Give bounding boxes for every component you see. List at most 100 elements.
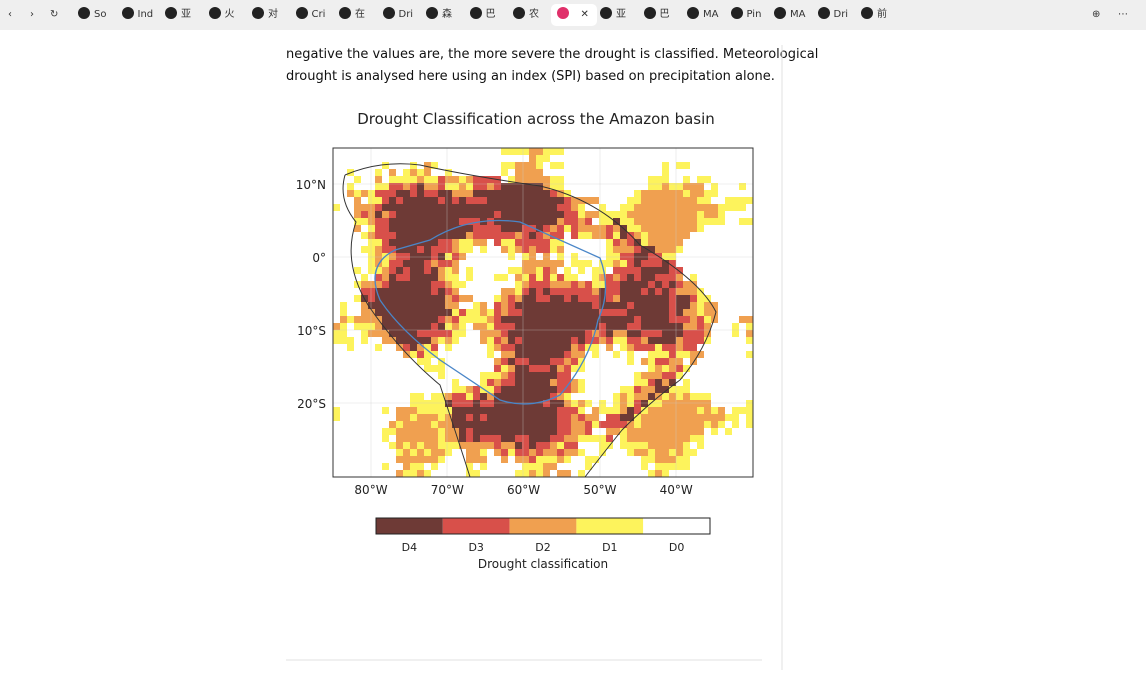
map-cell [340,260,347,267]
map-cell [690,358,697,365]
map-cell [676,148,683,155]
map-cell [487,449,494,456]
reload[interactable]: ↻ [50,9,59,20]
map-cell [704,456,711,463]
map-cell [746,309,753,316]
tab[interactable]: 农 [513,4,539,26]
map-cell [571,169,578,176]
map-cell [424,162,431,169]
tab[interactable]: Dri [817,4,848,26]
map-cell [445,169,452,176]
map-cell [732,204,739,211]
map-cell [347,323,354,330]
map-cell [648,379,655,386]
tab[interactable]: So [78,4,106,26]
tab[interactable]: 亚 [600,4,626,26]
map-cell [529,337,536,344]
map-cell [361,414,368,421]
map-cell [648,330,655,337]
back[interactable]: ‹ [8,9,12,20]
menu[interactable]: ⋯ [1118,9,1128,20]
map-cell [501,309,508,316]
map-cell [466,421,473,428]
map-cell [746,365,753,372]
map-cell [557,267,564,274]
map-cell [620,260,627,267]
tab[interactable]: 亚 [165,4,191,26]
map-cell [613,288,620,295]
map-cell [732,197,739,204]
map-cell [452,358,459,365]
tab[interactable]: ✕ [550,4,597,26]
map-cell [711,162,718,169]
forward[interactable]: › [30,9,34,20]
map-cell [382,169,389,176]
map-cell [669,190,676,197]
map-cell [368,428,375,435]
tab[interactable]: MA [774,4,805,26]
map-cell [410,407,417,414]
tab[interactable]: 火 [208,4,235,26]
map-cell [494,148,501,155]
tab[interactable]: 在 [339,4,365,26]
map-cell [487,197,494,204]
tab[interactable]: 巴 [469,4,496,26]
map-cell [515,393,522,400]
map-cell [529,211,536,218]
map-cell [375,351,382,358]
map-cell [718,449,725,456]
map-cell [578,197,585,204]
map-cell [368,218,375,225]
map-cell [396,344,403,351]
map-cell [662,463,669,470]
map-cell [627,421,634,428]
map-cell [522,274,529,281]
tab[interactable]: Pin [730,4,761,26]
map-cell [634,344,641,351]
map-cell [354,267,361,274]
map-cell [445,372,452,379]
map-cell [676,197,683,204]
tab[interactable]: 前 [861,4,887,26]
map-cell [683,435,690,442]
map-cell [571,232,578,239]
map-cell [410,470,417,477]
tab[interactable]: 对 [252,4,278,26]
map-cell [445,309,452,316]
map-cell [501,449,508,456]
map-cell [424,232,431,239]
map-cell [676,463,683,470]
map-cell [375,309,382,316]
map-cell [620,365,627,372]
map-cell [466,190,473,197]
tab[interactable]: Ind [121,4,153,26]
tab[interactable]: MA [687,4,718,26]
map-cell [690,155,697,162]
tab[interactable]: Cri [295,4,325,26]
map-cell [669,260,676,267]
map-cell [396,442,403,449]
map-cell [620,183,627,190]
map-cell [641,183,648,190]
map-cell [515,267,522,274]
map-cell [340,239,347,246]
map-cell [452,393,459,400]
map-cell [655,302,662,309]
tab[interactable]: Dri [382,4,413,26]
map-cell [606,302,613,309]
map-cell [613,393,620,400]
tab[interactable]: 森 [426,4,452,26]
map-cell [438,190,445,197]
map-cell [480,379,487,386]
colorbar-segment [576,518,644,534]
map-cell [718,225,725,232]
map-cell [697,295,704,302]
close-tab[interactable]: ✕ [580,9,589,20]
map-cell [375,456,382,463]
globe[interactable]: ⊕ [1092,9,1101,20]
map-cell [690,414,697,421]
map-cell [347,393,354,400]
map-cell [620,232,627,239]
tab[interactable]: 巴 [643,4,670,26]
map-cell [571,358,578,365]
